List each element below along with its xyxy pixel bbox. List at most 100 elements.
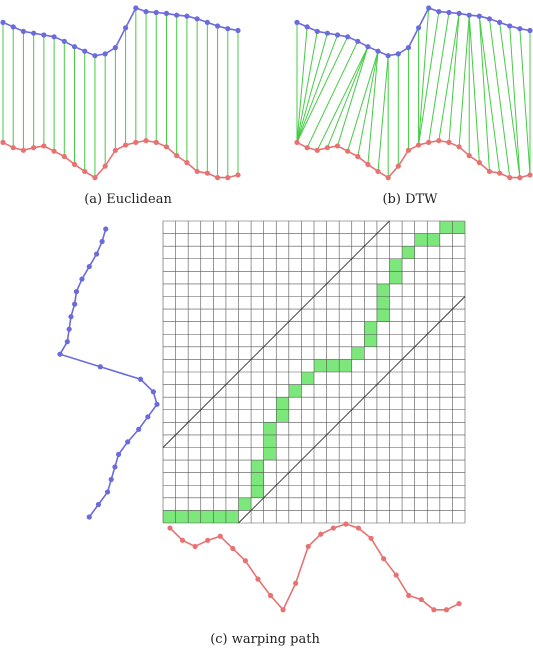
warping-path-cell — [314, 359, 327, 372]
euclidean-series-a-point — [51, 34, 57, 40]
dtw-link — [458, 15, 470, 147]
matrix-series-a-point — [64, 339, 70, 345]
euclidean-series-b — [0, 138, 241, 181]
matrix-series-b-point — [217, 533, 223, 539]
warping-path-cell — [238, 497, 252, 511]
euclidean-series-b-point — [102, 163, 108, 169]
warping-path-cell — [427, 233, 440, 247]
euclidean-series-b-point — [31, 145, 37, 151]
matrix-series-a-point — [108, 476, 114, 483]
dtw-series-a-point — [334, 32, 341, 38]
matrix-series-b-point — [456, 601, 462, 607]
dtw-link — [438, 13, 460, 141]
euclidean-series-a-point — [235, 27, 241, 34]
dtw-series-b-point — [527, 172, 533, 178]
matrix-series-a-point — [112, 464, 118, 470]
euclidean-series-b-point — [0, 139, 6, 145]
dtw-link — [418, 7, 430, 146]
dtw-series-b-point — [395, 163, 401, 169]
dtw-series-b-point — [304, 145, 310, 151]
dtw-series-a-point — [314, 28, 320, 34]
euclidean-series-b-point — [163, 144, 170, 150]
dtw-series-a-point — [497, 19, 503, 25]
matrix-series-a-point — [125, 439, 131, 445]
euclidean-series-a-point — [61, 38, 67, 44]
dtw-series-b-point — [466, 153, 472, 159]
euclidean-series-a-point — [174, 12, 180, 18]
dtw-links — [296, 7, 531, 178]
dtw-link — [296, 36, 349, 143]
euclidean-series-b-point — [174, 153, 180, 159]
matrix-series-a-point — [66, 326, 72, 332]
warping-path-cell — [263, 422, 277, 435]
matrix-series-a-point — [145, 414, 151, 420]
matrix-series-b-point — [242, 558, 248, 564]
warping-path-cell — [200, 510, 214, 523]
dtw-series-b-point — [446, 139, 452, 145]
matrix-series-a-point — [150, 389, 156, 395]
dtw-series-b — [294, 138, 533, 181]
euclidean-series-a-point — [133, 5, 139, 11]
matrix-series-b-point — [293, 580, 299, 586]
euclidean-series-b-point — [71, 161, 78, 167]
dtw-series-b-point — [385, 175, 391, 181]
dtw-series-a-point — [507, 23, 513, 29]
matrix-series-a-point — [103, 226, 109, 232]
dtw-series-b-point — [324, 145, 330, 151]
dtw-link — [296, 31, 318, 143]
caption-dtw: (b) DTW — [382, 192, 438, 207]
band-lower-line — [238, 296, 466, 524]
warping-path-cell — [251, 460, 264, 473]
dtw-series-b-point — [426, 139, 432, 145]
matrix-series-a-point — [86, 263, 92, 270]
euclidean-series-a-point — [163, 10, 170, 16]
matrix-series-b-point — [280, 607, 286, 613]
euclidean-series-b-point — [41, 143, 47, 149]
dtw-series-a-point — [415, 25, 422, 31]
euclidean-series-a-point — [41, 32, 47, 38]
dtw-series-a-point — [527, 27, 533, 34]
dtw-link — [306, 41, 359, 148]
matrix-series-b-point — [343, 521, 349, 527]
euclidean-series-a-point — [204, 19, 210, 25]
dtw-series-b-point — [456, 144, 462, 150]
matrix-series-b — [167, 521, 462, 613]
dtw-series-b-point — [497, 170, 503, 176]
warping-path-cell — [376, 283, 390, 297]
warping-path-cell — [452, 221, 465, 234]
euclidean-series-a-point — [31, 30, 37, 36]
matrix-series-a-point — [72, 301, 78, 307]
matrix-series-a-point — [97, 364, 103, 370]
matrix-series-b-point — [192, 543, 198, 550]
euclidean-series-b-point — [194, 168, 200, 175]
warping-path-cell — [276, 397, 289, 410]
dtw-series-b-point — [355, 153, 361, 160]
warping-path-cell — [389, 258, 403, 272]
matrix-series-b-point — [381, 556, 387, 562]
warping-path-cell — [414, 233, 428, 247]
matrix-series-a-point — [137, 376, 144, 382]
euclidean-series-a — [0, 5, 241, 59]
dtw-series-a-point — [476, 13, 482, 19]
dtw-link — [367, 51, 379, 165]
dtw-link — [509, 25, 521, 178]
matrix-series-b-point — [267, 592, 274, 599]
warping-path-cell — [301, 372, 314, 385]
dtw-link — [377, 55, 389, 172]
warping-path-cell — [364, 321, 377, 335]
dtw-series-a-point — [294, 19, 300, 25]
dtw-link — [326, 46, 369, 148]
euclidean-series-a-point — [184, 13, 190, 19]
dtw-series-b-point — [486, 168, 493, 175]
matrix-series-a-point — [99, 238, 105, 245]
dtw-series-b-point — [405, 147, 412, 153]
dtw-link — [296, 34, 338, 143]
euclidean-series-b-point — [82, 168, 88, 175]
matrix-series-b-point — [305, 543, 311, 550]
warping-path-cell — [439, 221, 453, 234]
dtw-link — [296, 26, 308, 143]
matrix-series-a-point — [154, 401, 160, 407]
dtw-series-a-point — [456, 10, 462, 16]
matrix-series-b-point — [431, 607, 437, 613]
warping-path-cell — [251, 485, 264, 498]
